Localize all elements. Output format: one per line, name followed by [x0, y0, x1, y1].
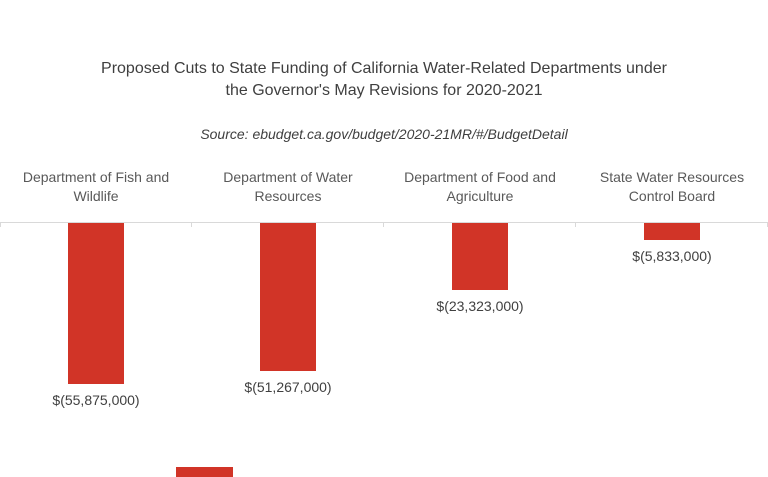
- category-labels-row: Department of Fish and Wildlife Department…: [0, 168, 768, 206]
- bar-value-label: $(23,323,000): [436, 298, 524, 314]
- axis-tick: [0, 223, 1, 227]
- bar-value-label: $(51,267,000): [244, 379, 332, 395]
- source-caption: Source: ebudget.ca.gov/budget/2020-21MR/…: [200, 126, 568, 142]
- axis-tick: [575, 223, 576, 227]
- axis-tick: [191, 223, 192, 227]
- bar-column: $(5,833,000): [576, 223, 768, 408]
- bar-column: $(51,267,000): [192, 223, 384, 408]
- x-axis-line: [0, 222, 768, 223]
- bar-4: [644, 223, 700, 240]
- category-label: State Water Resources Control Board: [599, 169, 745, 204]
- bar-column: $(23,323,000): [384, 223, 576, 408]
- category-label: Department of Fish and Wildlife: [22, 169, 170, 204]
- axis-tick: [383, 223, 384, 227]
- bar-2: [260, 223, 316, 371]
- chart-title-line1: Proposed Cuts to State Funding of Califo…: [101, 60, 667, 77]
- bar-value-label: $(55,875,000): [52, 392, 140, 408]
- chart-title-line2: the Governor's May Revisions for 2020-20…: [225, 82, 543, 99]
- cropped-legend-marker: [176, 467, 233, 477]
- bar-column: $(55,875,000): [0, 223, 192, 408]
- bar-3: [452, 223, 508, 290]
- bar-value-label: $(5,833,000): [632, 248, 712, 264]
- category-label: Department of Food and Agriculture: [404, 169, 556, 204]
- bars-row: $(55,875,000) $(51,267,000) $(23,323,000) $…: [0, 223, 768, 408]
- category-label: Department of Water Resources: [223, 169, 353, 204]
- chart-title: Proposed Cuts to State Funding of Califo…: [0, 58, 768, 102]
- bar-1: [68, 223, 124, 384]
